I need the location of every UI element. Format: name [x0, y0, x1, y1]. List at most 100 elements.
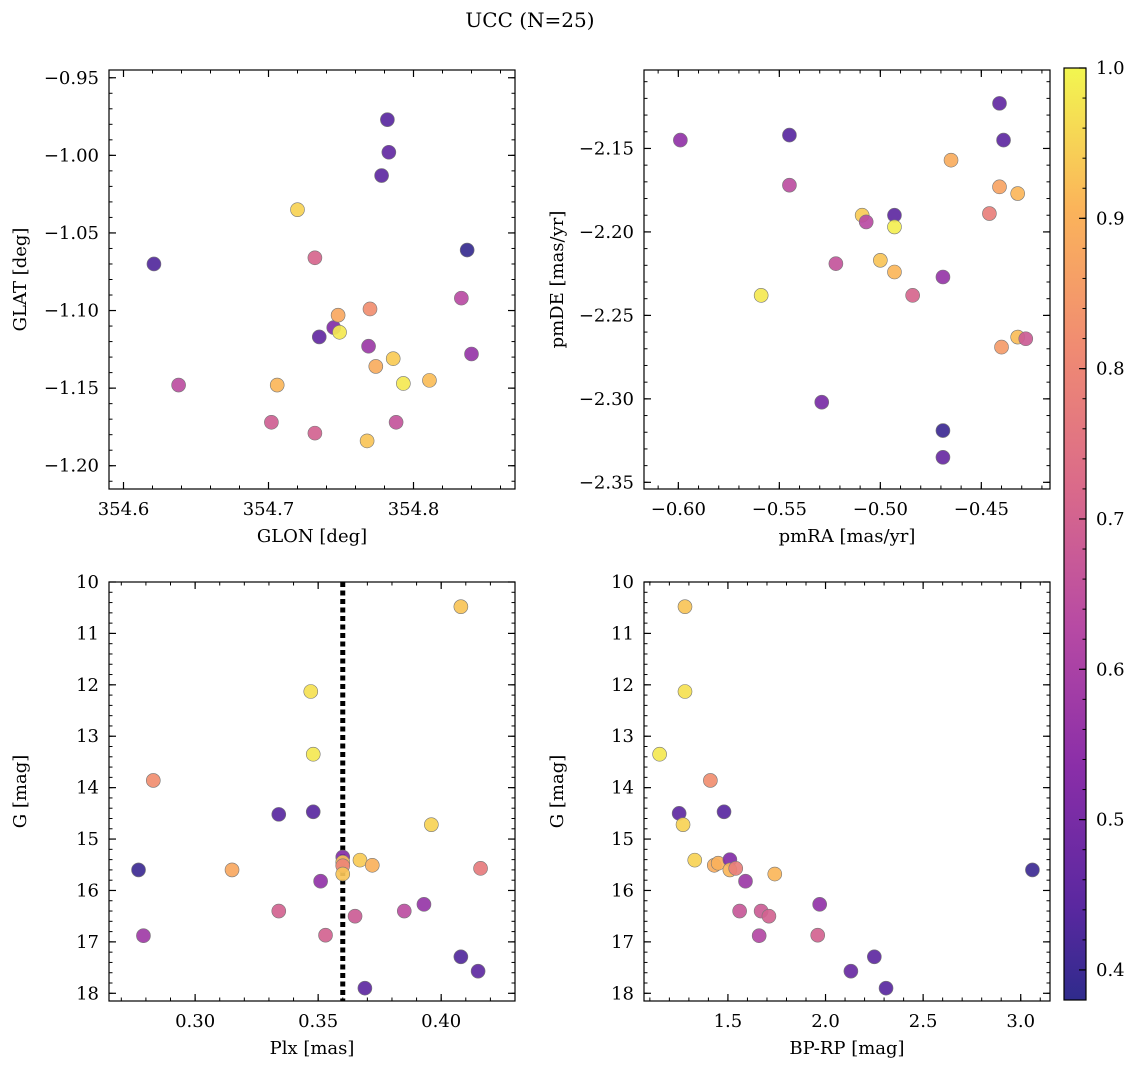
colorbar-tick-label: 0.4 — [1096, 960, 1125, 981]
panel-bprp-g: 1.5 2.0 2.5 3.0 10 11 12 13 14 15 16 17 18 BP-RP [mag… — [547, 572, 1051, 1059]
scatter-point — [738, 873, 753, 889]
x-tick-label: 0.40 — [421, 1011, 461, 1032]
scatter-point — [843, 963, 859, 979]
scatter-point — [828, 256, 844, 271]
scatter-point — [424, 817, 439, 832]
scatter-point — [812, 897, 827, 912]
y-tick-label: 10 — [76, 572, 99, 593]
x-tick-label: 0.30 — [175, 1011, 215, 1032]
y-tick-label: −2.35 — [579, 472, 634, 493]
scatter-point — [271, 903, 287, 919]
scatter-point — [307, 425, 323, 441]
scatter-point — [810, 927, 826, 943]
scatter-point — [374, 168, 389, 183]
y-axis-label: pmDE [mas/yr] — [547, 211, 568, 349]
scatter-point — [264, 414, 279, 430]
plot-area — [109, 70, 515, 489]
scatter-point — [782, 127, 797, 143]
scatter-point — [454, 290, 469, 306]
x-axis-label: BP-RP [mag] — [789, 1038, 904, 1059]
y-tick-label: −1.15 — [44, 378, 99, 399]
colorbar-tick-label: 0.9 — [1096, 208, 1125, 229]
y-tick-label: −2.15 — [579, 138, 634, 159]
scatter-point — [318, 927, 333, 943]
scatter-point — [675, 817, 691, 832]
scatter-point — [145, 773, 161, 788]
colorbar-tick-label: 0.7 — [1096, 509, 1125, 530]
plot-frame — [108, 581, 516, 1002]
x-tick-label: −0.45 — [954, 499, 1009, 520]
scatter-point — [464, 346, 479, 362]
x-tick-label: −0.55 — [752, 499, 807, 520]
scatter-point — [171, 377, 186, 393]
x-axis-label: GLON [deg] — [257, 526, 367, 547]
scatter-point — [470, 963, 486, 979]
scatter-point — [996, 132, 1011, 148]
scatter-point — [305, 804, 321, 820]
scatter-point — [361, 338, 376, 354]
scatter-point — [459, 242, 475, 258]
scatter-point — [396, 376, 411, 391]
y-axis-label: G [mag] — [10, 755, 31, 828]
scatter-point — [352, 852, 368, 868]
scatter-point — [858, 214, 874, 230]
scatter-point — [728, 861, 744, 876]
x-tick-label: 0.35 — [298, 1011, 338, 1032]
scatter-point — [330, 307, 346, 323]
scatter-point — [473, 861, 488, 876]
scatter-point — [1010, 186, 1025, 201]
x-tick-label: 354.7 — [243, 499, 295, 520]
y-tick-label: −1.05 — [44, 223, 99, 244]
panel-pmra-pmde: −0.60 −0.55 −0.50 −0.45 −2.35 −2.30 −2.25 −2.20… — [547, 69, 1051, 547]
x-axis-label: Plx [mas] — [270, 1038, 355, 1059]
scatter-point — [878, 980, 894, 996]
scatter-point — [943, 152, 959, 168]
scatter-point — [935, 269, 951, 285]
scatter-point — [994, 339, 1009, 355]
scatter-point — [1025, 862, 1040, 878]
y-tick-label: 18 — [611, 983, 634, 1004]
y-tick-label: 14 — [76, 778, 99, 799]
y-tick-label: 18 — [76, 983, 99, 1004]
y-tick-label: 14 — [611, 778, 634, 799]
scatter-point — [269, 377, 285, 393]
scatter-point — [136, 928, 151, 944]
y-tick-label: −2.25 — [579, 305, 634, 326]
x-tick-label: 354.6 — [98, 499, 150, 520]
scatter-point — [992, 179, 1007, 195]
scatter-point — [224, 862, 240, 878]
y-tick-label: 16 — [76, 880, 99, 901]
scatter-point — [453, 949, 469, 965]
scatter-point — [303, 684, 319, 699]
panel-glon-glat: 354.6 354.7 354.8 −1.20 −1.15 −1.10 −1.05 −1.00… — [10, 68, 516, 547]
x-tick-label: 2.0 — [811, 1011, 840, 1032]
scatter-point — [761, 908, 777, 924]
x-tick-label: −0.60 — [651, 499, 706, 520]
x-tick-label: 2.5 — [909, 1011, 938, 1032]
scatter-point — [313, 873, 328, 889]
scatter-point — [335, 866, 351, 882]
scatter-point — [311, 329, 327, 345]
y-axis-label: G [mag] — [547, 755, 568, 828]
colorbar-tick-label: 0.5 — [1096, 810, 1125, 831]
scatter-point — [703, 773, 718, 788]
y-tick-label: 15 — [76, 829, 99, 850]
colorbar-gradient — [1063, 67, 1087, 1001]
scatter-point — [992, 96, 1007, 111]
plot-area — [644, 582, 1050, 1001]
colorbar-tick-label: 0.8 — [1096, 359, 1125, 380]
scatter-point — [422, 373, 437, 388]
scatter-point — [867, 949, 882, 965]
scatter-point — [873, 253, 888, 268]
scatter-point — [887, 219, 902, 235]
y-tick-label: 17 — [611, 932, 634, 953]
scatter-point — [732, 903, 747, 919]
x-axis-label: pmRA [mas/yr] — [779, 526, 916, 547]
scatter-point — [347, 908, 363, 924]
y-tick-label: −0.95 — [44, 68, 99, 89]
scatter-point — [364, 857, 380, 873]
panel-plx-g: 0.30 0.35 0.40 10 11 12 13 14 15 16 17 18 Plx [mas] G… — [10, 572, 516, 1059]
plot-area — [109, 582, 515, 1001]
y-tick-label: 11 — [611, 623, 634, 644]
